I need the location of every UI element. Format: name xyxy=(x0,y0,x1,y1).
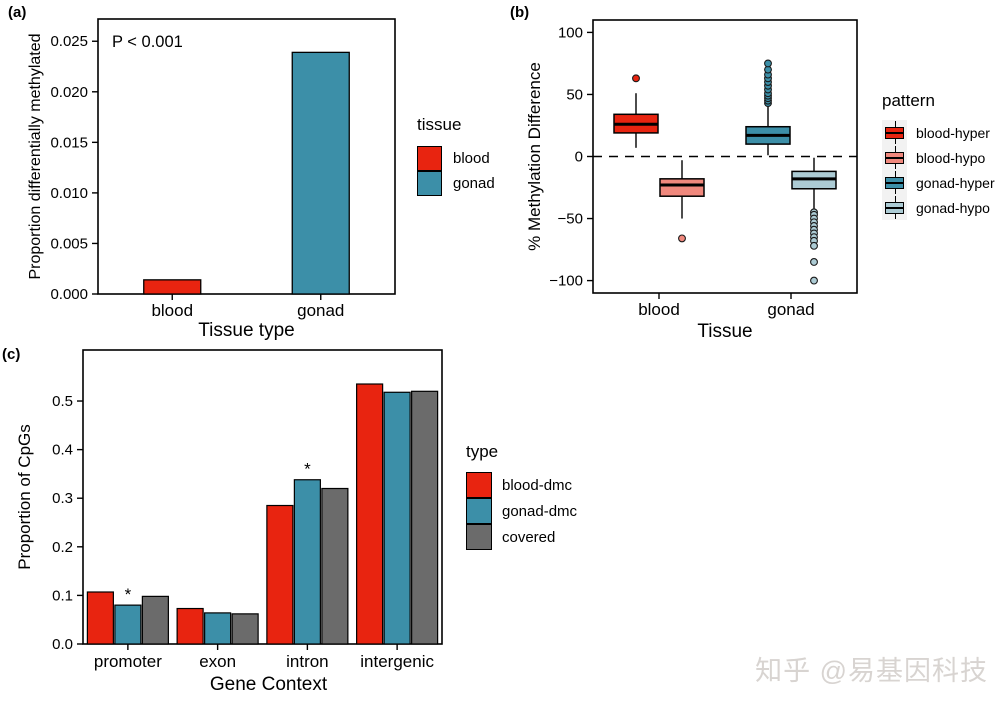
legend-item: covered xyxy=(466,524,577,550)
bar-exon-gonad-dmc xyxy=(204,612,232,645)
bar-blood xyxy=(143,279,202,295)
chart-text: 0.4 xyxy=(52,442,73,459)
bar-intergenic-gonad-dmc xyxy=(383,391,411,645)
bar-intergenic-covered xyxy=(411,390,439,645)
chart-text: Tissue type xyxy=(198,320,294,341)
legend-item: gonad-hypo xyxy=(882,195,995,220)
legend-pattern: pattern blood-hyper blood-hypo gonad-hyp… xyxy=(882,91,995,220)
chart-text: * xyxy=(304,460,311,479)
chart-text: exon xyxy=(199,652,236,671)
plot-border xyxy=(82,349,443,645)
legend-swatch-gonad xyxy=(417,171,442,196)
outlier-point xyxy=(810,241,818,250)
legend-item-label: blood-hyper xyxy=(916,124,990,141)
outlier-point xyxy=(678,234,686,243)
chart-text: * xyxy=(125,585,132,604)
chart-text: 0 xyxy=(575,149,583,166)
bar-gonad xyxy=(291,51,350,295)
bar-intron-gonad-dmc xyxy=(293,479,321,645)
bar-intron-covered xyxy=(321,487,349,645)
panel-a-bar-chart: 0.000 0.005 0.010 0.015 0.020 0.025 blood gonad… xyxy=(27,18,396,341)
watermark: 知乎 @易基因科技 xyxy=(755,656,988,686)
chart-text: 0.5 xyxy=(52,393,73,410)
legend-item-label: blood-dmc xyxy=(502,476,573,494)
panel-b-boxplot: 100 50 0 −50 −100 blood gonad Tissue % Methylati… xyxy=(525,19,858,342)
panel-c-grouped-bar-chart: 0.0 0.1 0.2 0.3 0.4 0.5 * * promoter exon intron in… xyxy=(15,349,443,695)
legend-item-label: blood-hypo xyxy=(916,149,986,166)
legend-item: blood-hyper xyxy=(882,120,995,145)
chart-text: 50 xyxy=(566,86,583,103)
chart-text: 0.1 xyxy=(52,587,73,604)
chart-text: −100 xyxy=(549,273,583,290)
legend-item: blood-hypo xyxy=(882,145,995,170)
legend-item: blood xyxy=(417,146,495,171)
chart-text: 0.3 xyxy=(52,490,73,507)
legend-item-label: gonad-hyper xyxy=(916,174,995,191)
chart-text: 0.0 xyxy=(52,636,73,653)
legend-swatch-blood-dmc xyxy=(466,472,492,498)
outlier-point xyxy=(810,258,818,266)
legend-title: pattern xyxy=(882,91,935,110)
chart-text: intron xyxy=(286,652,329,671)
chart-text: −50 xyxy=(558,211,583,228)
legend-type: type blood-dmc gonad-dmc covered xyxy=(466,442,577,550)
chart-text: 0.2 xyxy=(52,539,73,556)
chart-text: 0.020 xyxy=(50,84,88,101)
chart-text: 0.010 xyxy=(50,185,88,202)
bar-promoter-blood-dmc xyxy=(86,591,114,645)
legend-boxplot-key-gonad-hypo xyxy=(882,195,907,220)
chart-text: Proportion of CpGs xyxy=(15,424,34,570)
chart-text: % Methylation Difference xyxy=(525,62,544,251)
legend-swatch-covered xyxy=(466,524,492,550)
chart-text: 0.025 xyxy=(50,33,88,50)
legend-boxplot-key-blood-hypo xyxy=(882,145,907,170)
legend-item: gonad-hyper xyxy=(882,170,995,195)
outlier-point xyxy=(810,276,818,285)
chart-text: blood xyxy=(638,300,680,319)
legend-item-label: covered xyxy=(502,528,556,546)
bar-promoter-covered xyxy=(141,595,169,645)
chart-text: 0.000 xyxy=(50,286,88,303)
chart-text: P < 0.001 xyxy=(112,33,183,51)
legend-item: gonad-dmc xyxy=(466,498,577,524)
legend-item: gonad xyxy=(417,171,495,196)
legend-item-label: blood xyxy=(453,150,490,167)
chart-text: 0.015 xyxy=(50,134,88,151)
chart-text: gonad xyxy=(767,300,814,319)
bar-promoter-gonad-dmc xyxy=(114,604,142,645)
outlier-point xyxy=(764,59,772,68)
bar-exon-covered xyxy=(231,613,259,645)
legend-boxplot-key-gonad-hyper xyxy=(882,170,907,195)
plot-border xyxy=(97,18,396,295)
legend-title: tissue xyxy=(417,115,462,134)
legend-tissue: tissue blood gonad xyxy=(417,115,495,196)
chart-text: 100 xyxy=(558,24,583,41)
legend-swatch-blood xyxy=(417,146,442,171)
legend-item-label: gonad-dmc xyxy=(502,502,578,520)
legend-swatch-gonad-dmc xyxy=(466,498,492,524)
bar-exon-blood-dmc xyxy=(176,607,204,645)
chart-text: promoter xyxy=(94,652,162,671)
chart-text: 0.005 xyxy=(50,235,88,252)
panel-c-label: (c) xyxy=(2,346,21,363)
bar-intergenic-blood-dmc xyxy=(356,383,384,645)
legend-item-label: gonad xyxy=(453,175,495,192)
bar-intron-blood-dmc xyxy=(266,504,294,645)
chart-text: Tissue xyxy=(697,321,752,342)
panel-b-label: (b) xyxy=(510,4,530,21)
chart-text: gonad xyxy=(297,301,344,320)
legend-item-label: gonad-hypo xyxy=(916,199,990,216)
outlier-point xyxy=(632,74,640,83)
chart-text: intergenic xyxy=(360,652,434,671)
chart-text: Gene Context xyxy=(210,674,328,695)
legend-title: type xyxy=(466,442,499,461)
legend-boxplot-key-blood-hyper xyxy=(882,120,907,145)
chart-text: blood xyxy=(151,301,193,320)
panel-a-label: (a) xyxy=(8,4,27,21)
box-blood-hypo xyxy=(659,178,705,197)
chart-text: Proportion differentially methylated xyxy=(27,33,44,279)
legend-item: blood-dmc xyxy=(466,472,577,498)
